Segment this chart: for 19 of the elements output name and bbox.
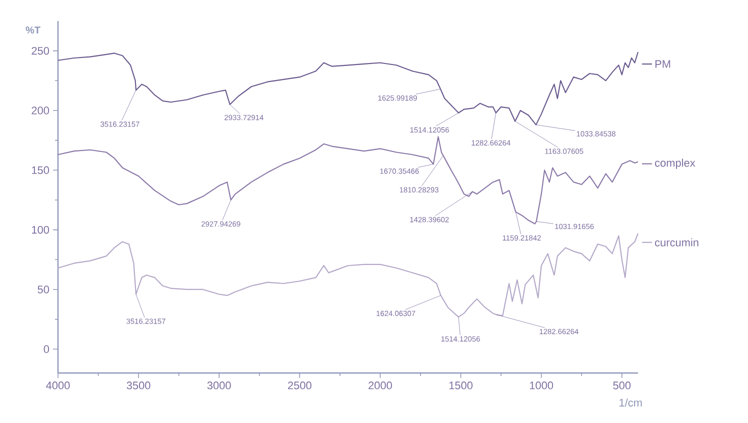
y-axis-title: %T xyxy=(26,26,40,34)
y-tick-label: 0 xyxy=(44,345,50,354)
x-tick-label: 4000 xyxy=(46,382,70,390)
x-tick-label: 3500 xyxy=(126,382,150,390)
x-tick-label: 2000 xyxy=(368,382,392,390)
x-tick-label: 2500 xyxy=(288,382,312,390)
legend-label: PM xyxy=(655,60,670,68)
legend-label: curcumin xyxy=(655,238,698,246)
y-tick-label: 100 xyxy=(32,226,50,234)
x-tick-label: 500 xyxy=(613,382,631,390)
y-tick-label: 250 xyxy=(32,46,50,55)
legend-label: complex xyxy=(655,158,696,169)
x-tick-label: 1000 xyxy=(530,382,554,390)
x-axis-title: 1/cm xyxy=(620,398,642,407)
x-tick-label: 1500 xyxy=(449,382,473,390)
x-tick-label: 3000 xyxy=(207,382,231,390)
y-tick-label: 150 xyxy=(32,166,50,174)
y-tick-label: 200 xyxy=(32,106,50,114)
y-tick-label: 50 xyxy=(38,286,50,294)
